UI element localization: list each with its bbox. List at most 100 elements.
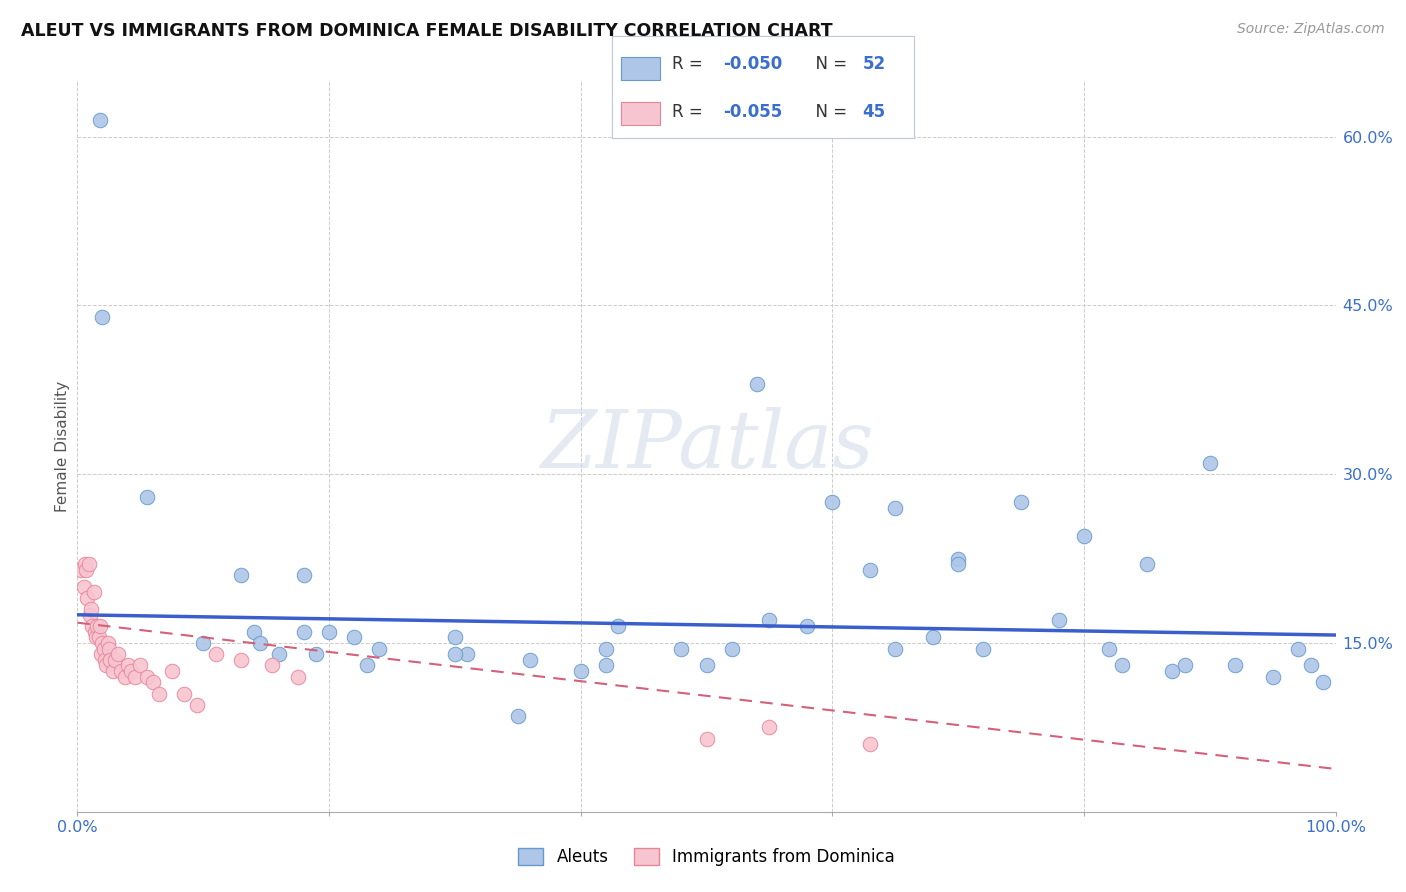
Point	[884, 500, 907, 515]
Point	[1174, 658, 1197, 673]
Point	[114, 670, 136, 684]
Point	[1198, 456, 1220, 470]
Point	[229, 653, 252, 667]
Point	[444, 647, 467, 661]
Point	[519, 653, 541, 667]
Point	[1312, 675, 1334, 690]
Point	[821, 495, 844, 509]
Point	[859, 737, 882, 751]
Point	[758, 720, 780, 734]
Point	[86, 619, 108, 633]
Point	[80, 602, 103, 616]
Point	[267, 647, 290, 661]
Point	[96, 636, 118, 650]
Point	[444, 630, 467, 644]
Point	[82, 619, 104, 633]
Point	[758, 614, 780, 628]
Point	[922, 630, 945, 644]
Legend: Aleuts, Immigrants from Dominica: Aleuts, Immigrants from Dominica	[512, 841, 901, 873]
Point	[859, 563, 882, 577]
Point	[94, 653, 117, 667]
Point	[796, 619, 818, 633]
Point	[1073, 529, 1095, 543]
Point	[89, 112, 111, 127]
Point	[84, 624, 107, 639]
Point	[305, 647, 328, 661]
Point	[356, 658, 378, 673]
Point	[948, 557, 970, 571]
Point	[696, 731, 718, 746]
Point	[129, 658, 152, 673]
Point	[696, 658, 718, 673]
Point	[107, 647, 129, 661]
Point	[595, 641, 617, 656]
Point	[124, 670, 146, 684]
Point	[84, 630, 107, 644]
Point	[1111, 658, 1133, 673]
Point	[173, 687, 195, 701]
Text: R =: R =	[672, 55, 709, 73]
Text: Source: ZipAtlas.com: Source: ZipAtlas.com	[1237, 22, 1385, 37]
Point	[160, 664, 183, 678]
Point	[1286, 641, 1309, 656]
Text: ALEUT VS IMMIGRANTS FROM DOMINICA FEMALE DISABILITY CORRELATION CHART: ALEUT VS IMMIGRANTS FROM DOMINICA FEMALE…	[21, 22, 832, 40]
Point	[89, 619, 111, 633]
Point	[456, 647, 478, 661]
Point	[884, 641, 907, 656]
Point	[1161, 664, 1184, 678]
Point	[186, 698, 208, 712]
Point	[91, 636, 114, 650]
Point	[972, 641, 994, 656]
Point	[368, 641, 391, 656]
Point	[135, 670, 157, 684]
Point	[292, 568, 315, 582]
Point	[1098, 641, 1121, 656]
Text: N =: N =	[806, 103, 852, 120]
Point	[1010, 495, 1032, 509]
Point	[595, 658, 617, 673]
Bar	[620, 57, 659, 79]
Point	[87, 630, 110, 644]
Point	[96, 658, 118, 673]
Point	[720, 641, 742, 656]
Point	[948, 551, 970, 566]
Point	[101, 664, 124, 678]
Point	[745, 377, 768, 392]
Point	[75, 563, 97, 577]
Point	[76, 591, 98, 605]
Point	[262, 658, 284, 673]
Point	[104, 653, 127, 667]
Point	[1299, 658, 1322, 673]
Y-axis label: Female Disability: Female Disability	[55, 380, 70, 512]
Text: ZIPatlas: ZIPatlas	[540, 408, 873, 484]
Point	[204, 647, 226, 661]
Point	[249, 636, 271, 650]
Point	[83, 585, 105, 599]
Point	[97, 641, 120, 656]
Point	[91, 310, 114, 324]
Point	[569, 664, 592, 678]
Point	[229, 568, 252, 582]
Point	[287, 670, 309, 684]
Point	[93, 641, 115, 656]
Point	[117, 658, 139, 673]
Text: 45: 45	[862, 103, 886, 120]
Point	[135, 490, 157, 504]
Point	[1261, 670, 1284, 684]
Point	[191, 636, 215, 650]
Point	[77, 557, 100, 571]
Point	[1223, 658, 1246, 673]
Text: -0.050: -0.050	[724, 55, 783, 73]
Point	[607, 619, 630, 633]
Point	[671, 641, 693, 656]
Point	[142, 675, 165, 690]
Point	[70, 563, 93, 577]
Point	[79, 607, 101, 622]
Text: 52: 52	[862, 55, 886, 73]
Point	[120, 664, 142, 678]
Point	[148, 687, 170, 701]
Point	[98, 653, 121, 667]
Point	[318, 624, 340, 639]
Point	[73, 557, 96, 571]
Bar	[620, 103, 659, 125]
